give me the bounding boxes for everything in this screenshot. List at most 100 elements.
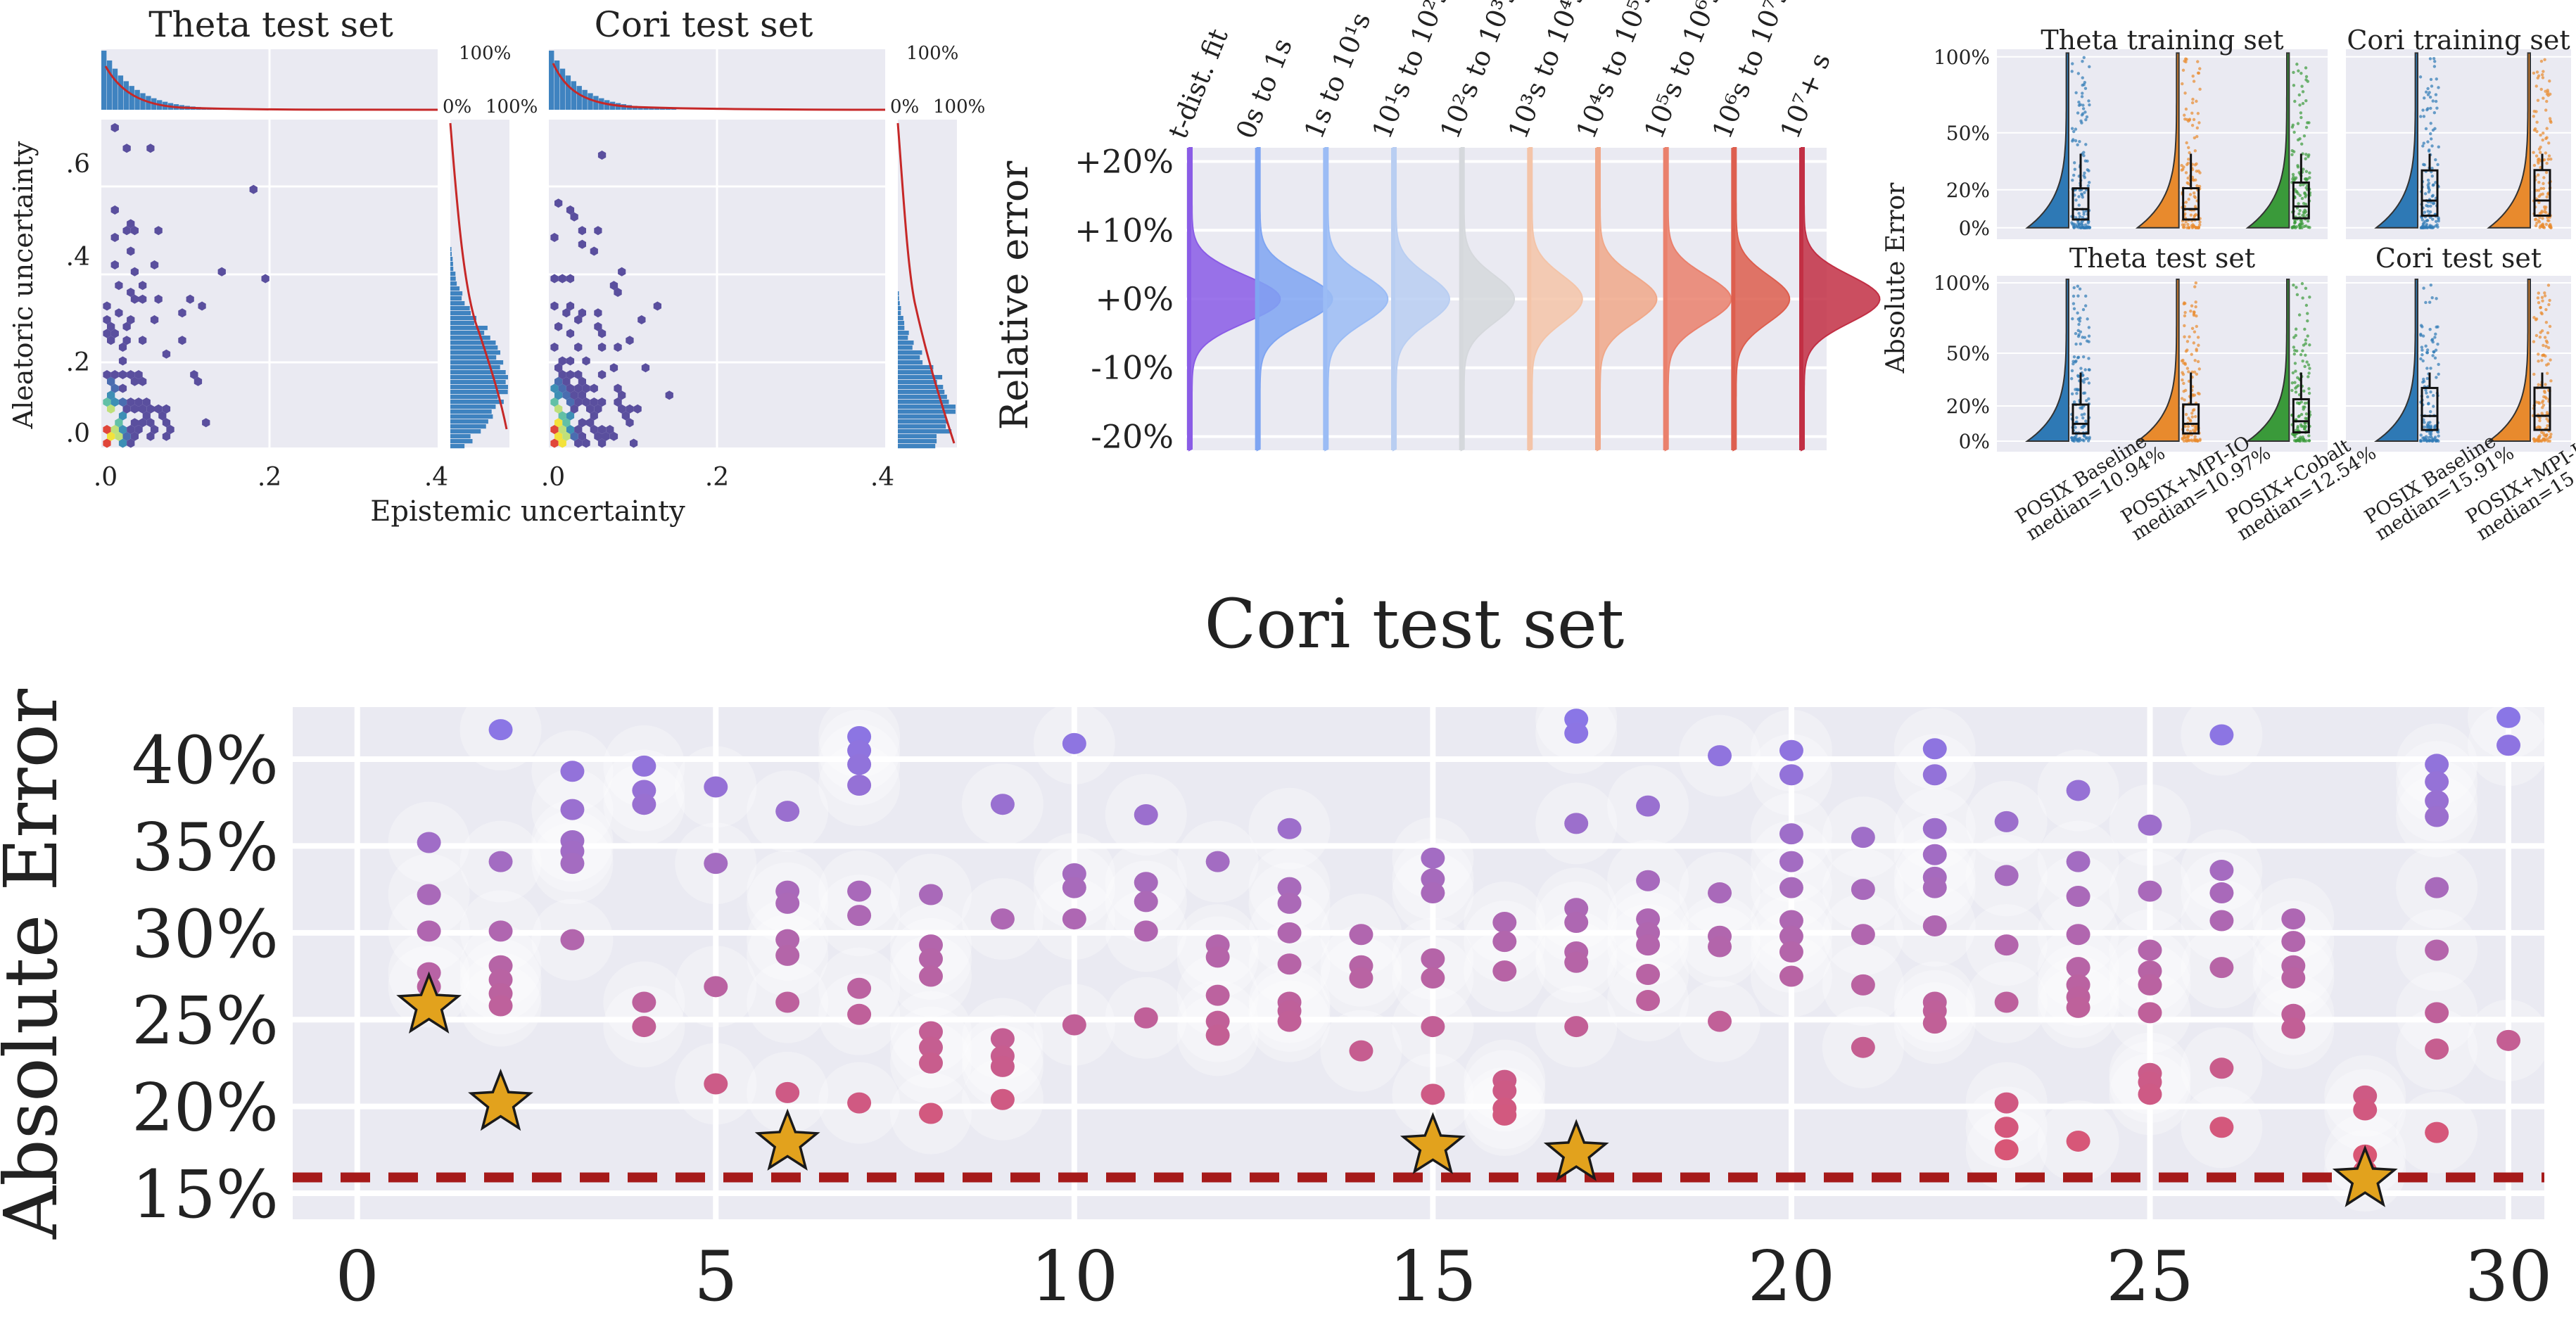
histogram-bar — [450, 365, 500, 370]
histogram-bar — [898, 414, 946, 419]
dist-point — [2297, 383, 2300, 388]
dist-point — [2430, 217, 2435, 221]
dist-point — [2078, 189, 2082, 192]
dist-point — [2538, 426, 2542, 430]
dist-point — [2294, 390, 2298, 394]
cori-hex-cell — [597, 370, 607, 379]
theta-hex-cell — [162, 404, 171, 414]
dist-point — [2303, 421, 2307, 425]
dist-point — [2435, 77, 2438, 81]
error-point — [1636, 795, 1661, 817]
histogram-bar — [898, 331, 909, 336]
cori-scatter-yticks: 15% 20% 25% 30% 35% 40% — [132, 723, 279, 1233]
theta-hex-cell — [146, 418, 155, 428]
cori-hex-cell — [558, 274, 566, 284]
theta-hex-cell — [103, 301, 111, 311]
dist-point — [2434, 99, 2438, 103]
dist-point — [2074, 388, 2077, 391]
dist-point — [2198, 67, 2202, 70]
violin-ytick: -10% — [1091, 349, 1174, 387]
histogram-bar — [898, 341, 914, 345]
theta-hex-cell — [127, 219, 135, 229]
dist-panel-title: Theta training set — [2041, 25, 2283, 56]
theta-hex-cell — [186, 294, 194, 304]
dist-point — [2432, 405, 2435, 408]
theta-hex-cell — [110, 123, 119, 132]
cori-hex-cell — [578, 308, 586, 318]
dist-point — [2537, 439, 2541, 443]
dist-point — [2076, 143, 2079, 147]
violin-7 — [1664, 147, 1732, 452]
dist-point — [2190, 111, 2194, 115]
theta-hex-cell — [107, 376, 115, 386]
dist-point — [2182, 381, 2185, 386]
cori-hex-cell — [614, 288, 622, 297]
dist-point — [2291, 225, 2295, 229]
dist-point — [2088, 103, 2091, 107]
dist-point — [2430, 174, 2434, 178]
cori-hex-cell — [558, 438, 566, 448]
histogram-bar — [450, 355, 497, 360]
cori-hex-cell — [594, 226, 602, 236]
cori-hex-cell — [562, 418, 571, 428]
dist-point — [2183, 223, 2186, 227]
error-point — [919, 1021, 944, 1043]
dist-point — [2304, 412, 2309, 416]
dist-point — [2428, 188, 2431, 192]
dist-point — [2071, 317, 2074, 321]
error-point — [919, 1052, 944, 1074]
histogram-bar — [898, 405, 956, 409]
dist-point — [2434, 224, 2437, 228]
dist-point — [2537, 220, 2542, 224]
dist-point — [2539, 439, 2543, 443]
cori-hex-cell — [550, 233, 559, 242]
dist-point — [2542, 182, 2545, 186]
dist-point — [2544, 383, 2547, 386]
dist-point — [2190, 415, 2194, 419]
dist-point — [2433, 336, 2437, 339]
theta-hex-cell — [110, 370, 119, 379]
error-point — [1421, 1083, 1445, 1105]
histogram-bar — [898, 336, 908, 341]
theta-hex-cell — [118, 411, 127, 421]
error-point — [1708, 745, 1732, 767]
dist-point — [2546, 192, 2550, 196]
error-point — [990, 794, 1015, 815]
histogram-bar — [450, 360, 504, 365]
dist-point — [2307, 363, 2311, 367]
error-point — [2425, 806, 2449, 827]
dist-point — [2190, 304, 2194, 307]
error-point — [847, 1003, 872, 1025]
dist-point — [2434, 93, 2438, 96]
error-point — [1421, 948, 1445, 970]
error-point — [1062, 1014, 1086, 1036]
dist-point — [2423, 437, 2428, 440]
theta-hexbin-cells — [103, 123, 269, 448]
dist-point — [2292, 175, 2295, 179]
error-point — [2353, 1099, 2378, 1121]
dist-point — [2546, 158, 2550, 161]
error-point — [2425, 1121, 2449, 1143]
error-point — [1708, 1010, 1732, 1032]
dist-point — [2194, 305, 2197, 309]
error-point — [632, 794, 656, 815]
dist-point — [2079, 316, 2082, 320]
cori-hex-cell — [578, 239, 586, 249]
dist-point — [2541, 399, 2545, 402]
histogram-bar — [450, 252, 452, 257]
error-point — [2425, 790, 2449, 812]
dist-point — [2298, 137, 2302, 141]
histogram-bar — [450, 291, 463, 296]
dist-point — [2308, 176, 2311, 179]
dist-point — [2534, 84, 2538, 88]
histogram-bar — [450, 257, 453, 262]
dist-point — [2541, 76, 2545, 80]
cori-hex-cell — [621, 411, 630, 421]
dist-violin — [2024, 279, 2069, 442]
theta-hex-cell — [127, 438, 135, 448]
dist-point — [2184, 171, 2188, 174]
dist-point — [2307, 439, 2311, 443]
dist-point — [2191, 409, 2195, 412]
dist-point — [2081, 225, 2085, 229]
theta-hex-cell — [162, 349, 171, 359]
